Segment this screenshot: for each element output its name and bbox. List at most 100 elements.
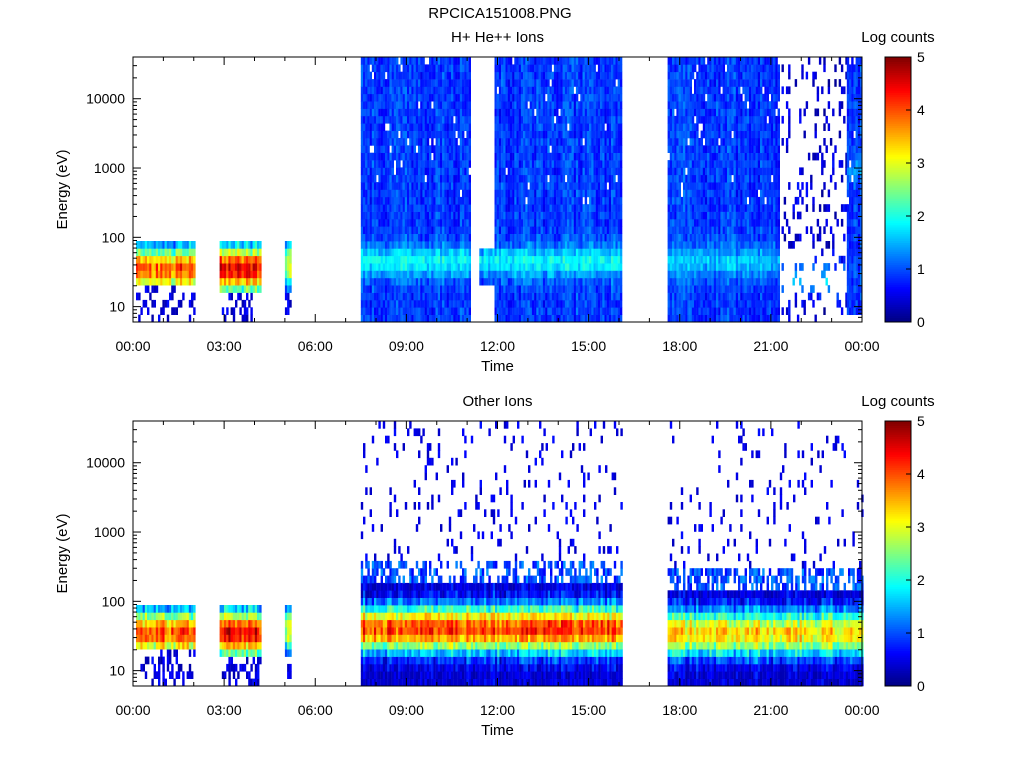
heatmap-cell: [707, 182, 710, 190]
heatmap-cell: [689, 189, 692, 198]
heatmap-cell: [498, 71, 502, 80]
heatmap-cell: [509, 204, 513, 212]
heatmap-cell: [683, 263, 686, 271]
heatmap-cell: [404, 174, 408, 183]
heatmap-cell: [382, 263, 386, 271]
heatmap-cell: [678, 285, 681, 293]
heatmap-cell: [707, 167, 710, 176]
heatmap-cell: [378, 93, 381, 102]
heatmap-cell: [691, 167, 695, 176]
heatmap-cell: [404, 226, 408, 234]
heatmap-cell: [459, 307, 463, 315]
heatmap-cell: [363, 108, 366, 117]
heatmap-cell: [501, 285, 504, 293]
heatmap-cell: [380, 285, 383, 293]
heatmap-cell: [494, 263, 497, 271]
heatmap-cell: [600, 218, 603, 227]
heatmap-cell: [509, 270, 513, 279]
heatmap-cell: [398, 204, 401, 212]
heatmap-cell: [685, 160, 688, 168]
heatmap-cell: [382, 314, 386, 323]
heatmap-cell: [615, 64, 618, 73]
heatmap-cell: [507, 64, 511, 73]
heatmap-cell: [378, 218, 381, 227]
heatmap-cell: [232, 263, 236, 271]
heatmap-cell: [617, 174, 621, 183]
heatmap-cell: [501, 108, 504, 117]
heatmap-cell: [606, 174, 610, 183]
heatmap-cell: [549, 204, 552, 212]
heatmap-cell: [453, 101, 456, 109]
heatmap-cell: [367, 270, 370, 279]
heatmap-cell: [360, 211, 364, 220]
heatmap-cell: [580, 285, 583, 293]
heatmap-cell: [376, 248, 379, 257]
heatmap-cell: [523, 79, 526, 87]
heatmap-cell: [606, 101, 610, 109]
heatmap-cell: [389, 314, 392, 323]
heatmap-cell: [540, 71, 544, 80]
heatmap-cell: [440, 277, 443, 286]
heatmap-cell: [462, 138, 465, 146]
heatmap-cell: [367, 79, 370, 87]
heatmap-cell: [672, 86, 675, 95]
heatmap-cell: [558, 79, 561, 87]
heatmap-cell: [680, 71, 684, 80]
heatmap-cell: [435, 93, 438, 102]
heatmap-cell: [287, 248, 290, 257]
heatmap-cell: [512, 160, 515, 168]
heatmap-cell: [545, 123, 548, 131]
heatmap-cell: [534, 64, 537, 73]
heatmap-cell: [248, 263, 251, 271]
heatmap-cell: [422, 189, 425, 198]
heatmap-cell: [380, 248, 383, 257]
heatmap-cell: [453, 285, 456, 293]
heatmap-cell: [257, 285, 260, 293]
heatmap-cell: [457, 123, 460, 131]
heatmap-cell: [369, 174, 372, 183]
heatmap-cell: [453, 263, 456, 271]
heatmap-cell: [429, 123, 432, 131]
heatmap-cell: [389, 167, 392, 176]
heatmap-cell: [420, 152, 423, 161]
heatmap-cell: [254, 263, 258, 271]
heatmap-cell: [578, 174, 581, 183]
heatmap-cell: [523, 263, 526, 271]
heatmap-cell: [512, 270, 515, 279]
heatmap-cell: [523, 71, 526, 80]
heatmap-cell: [407, 241, 410, 249]
heatmap-cell: [378, 174, 381, 183]
heatmap-cell: [542, 182, 546, 190]
heatmap-cell: [369, 211, 372, 220]
heatmap-cell: [494, 299, 497, 308]
heatmap-cell: [420, 263, 423, 271]
heatmap-cell: [589, 182, 592, 190]
heatmap-cell: [564, 160, 568, 168]
heatmap-cell: [360, 299, 364, 308]
heatmap-cell: [700, 174, 703, 183]
heatmap-cell: [400, 196, 403, 205]
heatmap-cell: [713, 307, 717, 315]
heatmap-cell: [464, 189, 467, 198]
heatmap-cell: [444, 145, 447, 153]
heatmap-cell: [448, 292, 452, 301]
heatmap-cell: [536, 218, 539, 227]
heatmap-cell: [534, 71, 537, 80]
heatmap-cell: [562, 314, 566, 323]
heatmap-cell: [578, 108, 581, 117]
heatmap-cell: [433, 189, 436, 198]
heatmap-cell: [442, 241, 445, 249]
heatmap-cell: [613, 130, 616, 139]
heatmap-cell: [613, 314, 616, 323]
heatmap-cell: [237, 277, 240, 286]
heatmap-cell: [602, 263, 605, 271]
heatmap-cell: [389, 270, 392, 279]
heatmap-cell: [464, 292, 467, 301]
heatmap-cell: [459, 79, 463, 87]
heatmap-cell: [529, 285, 533, 293]
heatmap-cell: [369, 226, 372, 234]
heatmap-cell: [494, 277, 497, 286]
heatmap-cell: [591, 233, 594, 242]
heatmap-cell: [702, 86, 706, 95]
heatmap-cell: [571, 130, 574, 139]
